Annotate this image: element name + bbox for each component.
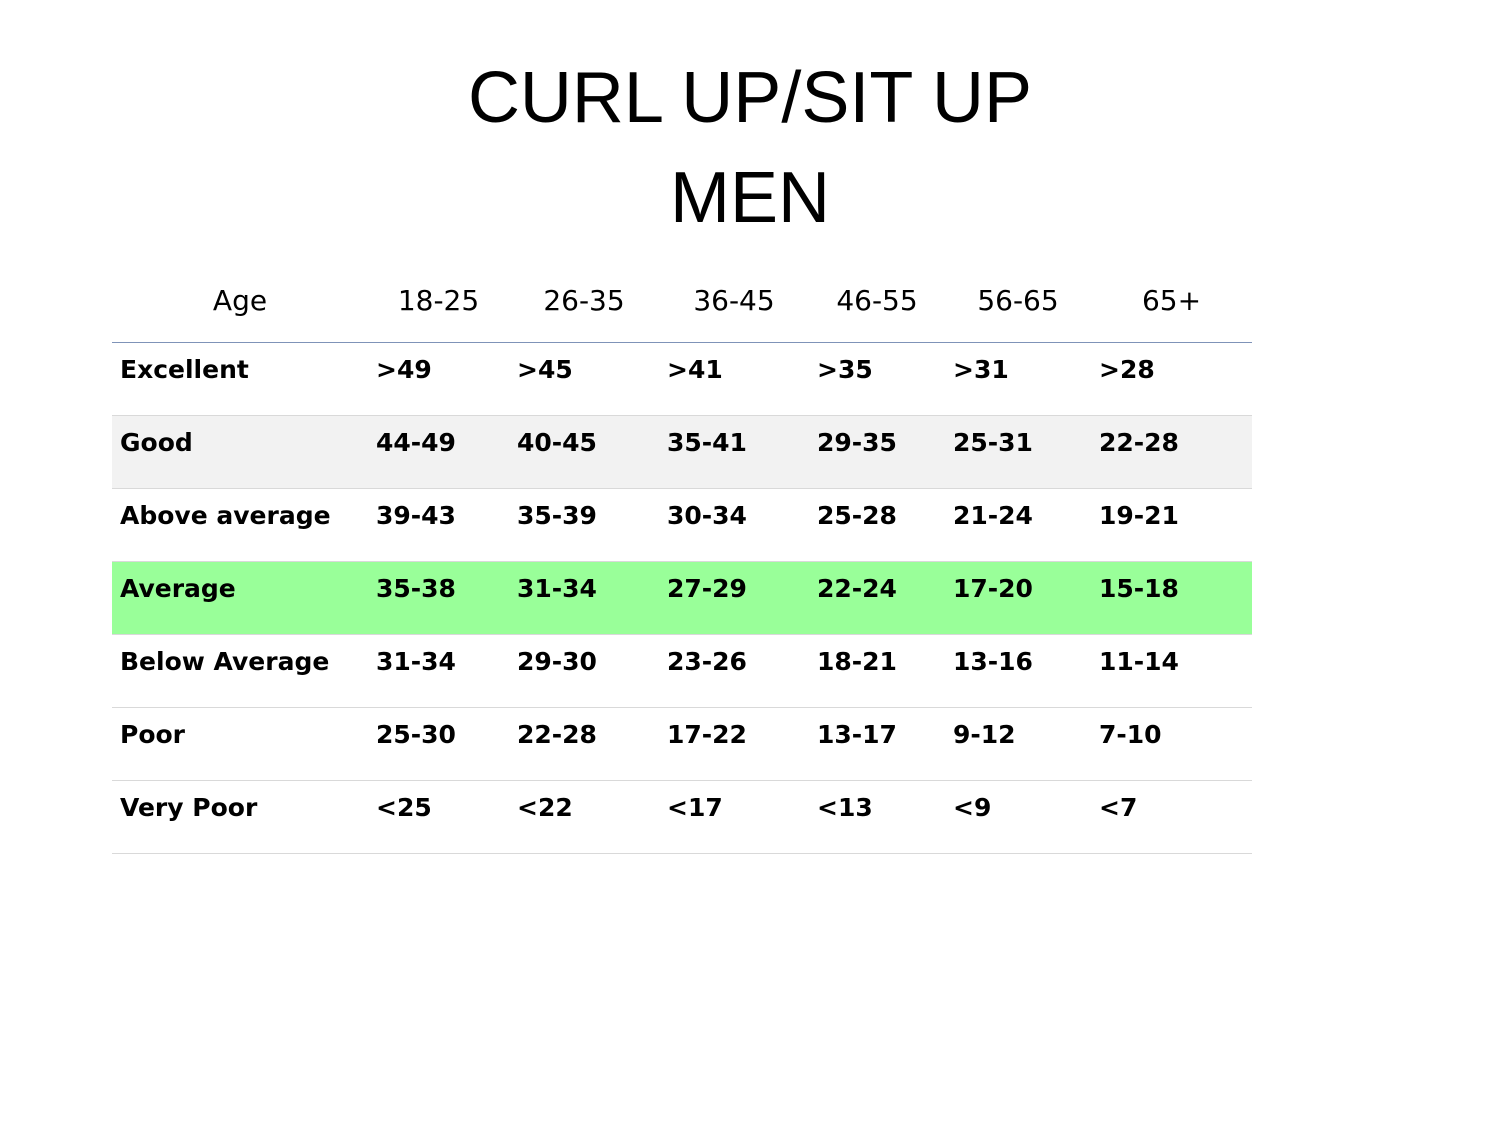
table-cell: <25 (368, 780, 509, 854)
table-cell: >31 (945, 342, 1091, 416)
table-cell: <17 (659, 780, 809, 854)
table-cell: 31-34 (368, 634, 509, 708)
page-title: CURL UP/SIT UP MEN (0, 48, 1500, 248)
row-label: Average (112, 561, 368, 635)
table-cell: >45 (509, 342, 659, 416)
table-cell: 11-14 (1091, 634, 1252, 708)
table-cell: 7-10 (1091, 707, 1252, 781)
row-label: Above average (112, 488, 368, 562)
title-line-1: CURL UP/SIT UP (467, 58, 1033, 138)
table-cell: 18-21 (809, 634, 945, 708)
table-cell: <7 (1091, 780, 1252, 854)
header-row: Age 18-25 26-35 36-45 46-55 56-65 65+ (112, 258, 1252, 343)
table-cell: 17-20 (945, 561, 1091, 635)
table-cell: 44-49 (368, 415, 509, 489)
table-row-below-average: Below Average 31-34 29-30 23-26 18-21 13… (112, 634, 1252, 708)
table-cell: <22 (509, 780, 659, 854)
title-line-2: MEN (670, 158, 830, 238)
table-cell: >28 (1091, 342, 1252, 416)
table-cell: 22-28 (1091, 415, 1252, 489)
table-row-above-average: Above average 39-43 35-39 30-34 25-28 21… (112, 488, 1252, 562)
table-cell: 29-30 (509, 634, 659, 708)
column-header-65-plus: 65+ (1091, 258, 1252, 343)
table-cell: 31-34 (509, 561, 659, 635)
table-cell: 21-24 (945, 488, 1091, 562)
table-cell: 27-29 (659, 561, 809, 635)
table-cell: >35 (809, 342, 945, 416)
table-row-good: Good 44-49 40-45 35-41 29-35 25-31 22-28 (112, 415, 1252, 489)
row-label: Excellent (112, 342, 368, 416)
table-cell: 9-12 (945, 707, 1091, 781)
table-cell: 29-35 (809, 415, 945, 489)
table-cell: >49 (368, 342, 509, 416)
table-cell: >41 (659, 342, 809, 416)
table-cell: 22-24 (809, 561, 945, 635)
row-label: Very Poor (112, 780, 368, 854)
row-label: Good (112, 415, 368, 489)
table-cell: 40-45 (509, 415, 659, 489)
table-cell: 35-39 (509, 488, 659, 562)
column-header-56-65: 56-65 (945, 258, 1091, 343)
table-cell: 17-22 (659, 707, 809, 781)
table-cell: 25-31 (945, 415, 1091, 489)
table-cell: <13 (809, 780, 945, 854)
column-header-age: Age (112, 258, 368, 343)
table-row-average: Average 35-38 31-34 27-29 22-24 17-20 15… (112, 561, 1252, 635)
table-row-excellent: Excellent >49 >45 >41 >35 >31 >28 (112, 342, 1252, 416)
table-cell: 23-26 (659, 634, 809, 708)
table-row-poor: Poor 25-30 22-28 17-22 13-17 9-12 7-10 (112, 707, 1252, 781)
column-header-46-55: 46-55 (809, 258, 945, 343)
column-header-26-35: 26-35 (509, 258, 659, 343)
table-cell: 15-18 (1091, 561, 1252, 635)
column-header-18-25: 18-25 (368, 258, 509, 343)
table-cell: 39-43 (368, 488, 509, 562)
table-row-very-poor: Very Poor <25 <22 <17 <13 <9 <7 (112, 780, 1252, 854)
table-cell: 35-38 (368, 561, 509, 635)
table-cell: 25-28 (809, 488, 945, 562)
table-cell: 22-28 (509, 707, 659, 781)
table-cell: 13-16 (945, 634, 1091, 708)
table-cell: 25-30 (368, 707, 509, 781)
row-label: Below Average (112, 634, 368, 708)
table-cell: 13-17 (809, 707, 945, 781)
table-cell: 19-21 (1091, 488, 1252, 562)
table-cell: 30-34 (659, 488, 809, 562)
fitness-norms-table: Age 18-25 26-35 36-45 46-55 56-65 65+ Ex… (112, 258, 1252, 854)
row-label: Poor (112, 707, 368, 781)
table-cell: 35-41 (659, 415, 809, 489)
column-header-36-45: 36-45 (659, 258, 809, 343)
table-cell: <9 (945, 780, 1091, 854)
